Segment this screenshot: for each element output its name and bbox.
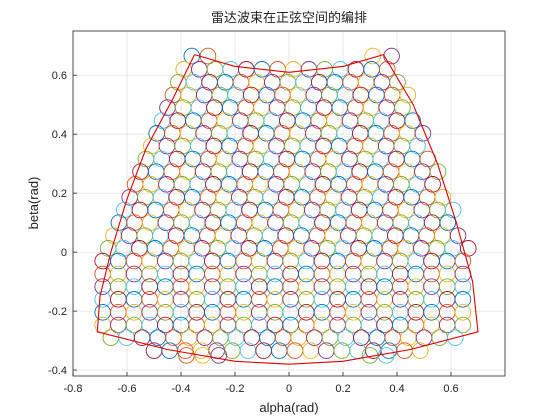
beam-circle	[194, 347, 211, 364]
beam-circle	[460, 240, 477, 257]
ticks: -0.8 -0.6 -0.4 -0.2 0 0.2 0.4 0.6 -0.4 -0.2 0 0.2 0.…	[48, 70, 459, 395]
y-tick-label: 0.2	[52, 188, 67, 200]
beam-circle	[454, 316, 472, 334]
beam-circle	[389, 74, 406, 91]
beam-circle	[178, 347, 195, 364]
beam-circle	[411, 342, 429, 359]
beam-circle	[454, 252, 472, 270]
chart-title: 雷达波束在正弦空间的编排	[211, 10, 367, 26]
x-tick-label: 0.2	[335, 383, 350, 395]
x-tick-label: -0.8	[64, 383, 83, 395]
beam-circle	[454, 278, 472, 295]
beam-circles	[94, 47, 477, 364]
beam-circle	[414, 125, 432, 142]
x-tick-label: 0.4	[389, 383, 404, 395]
x-axis-label: alpha(rad)	[259, 400, 318, 415]
beam-circle	[447, 329, 464, 346]
beam-circle	[210, 347, 228, 364]
y-tick-label: 0	[61, 247, 67, 259]
x-tick-label: -0.6	[118, 383, 137, 395]
y-tick-label: -0.2	[48, 306, 67, 318]
y-tick-label: -0.4	[48, 365, 67, 377]
y-tick-label: 0.4	[52, 129, 67, 141]
y-axis-label: beta(rad)	[26, 177, 41, 230]
x-tick-label: -0.4	[172, 383, 191, 395]
beam-circle	[399, 86, 417, 104]
y-tick-label: 0.6	[52, 70, 67, 82]
beam-circle	[364, 47, 381, 65]
beam-circle	[444, 201, 462, 219]
beam-circle	[454, 304, 472, 321]
x-tick-label: 0	[286, 383, 292, 395]
x-tick-label: -0.2	[226, 383, 245, 395]
beam-circle	[454, 291, 472, 308]
x-tick-label: 0.6	[443, 383, 458, 395]
beam-circle	[434, 189, 452, 206]
coverage-boundary	[96, 53, 479, 365]
beam-circle	[404, 112, 421, 129]
